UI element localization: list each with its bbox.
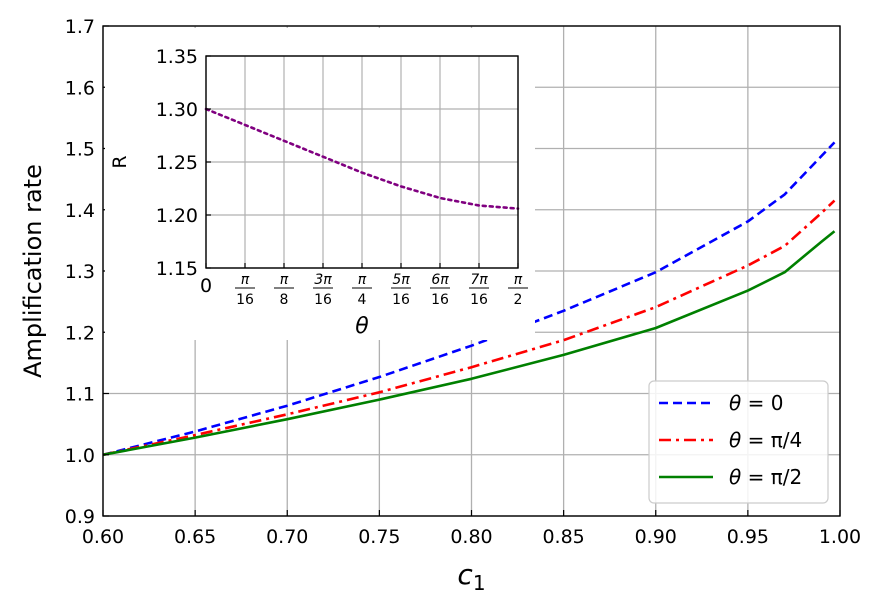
legend-label-part: = 0: [741, 391, 783, 415]
x-tick-label: 0.70: [266, 526, 308, 548]
inset-x-axis-label: θ: [355, 314, 369, 339]
inset-y-tick-label: 1.25: [156, 152, 198, 174]
inset-y-tick-label: 1.35: [156, 46, 198, 68]
x-axis-label-sub: 1: [473, 571, 486, 595]
y-tick-label: 1.3: [65, 261, 95, 283]
legend-label-1: θ = π/4: [729, 428, 802, 452]
y-tick-label: 0.9: [65, 506, 95, 528]
inset-x-tick-numerator: 6π: [431, 272, 449, 288]
inset-chart: 1.15 1.20 1.25 1.30 1.35 0 π 16 π 8 3π 16 π 4 5π 16 6π 16…: [105, 28, 535, 340]
y-tick-label: 1.5: [65, 139, 95, 161]
legend-label-2: θ = π/2: [729, 465, 802, 489]
inset-x-tick-denominator: 16: [314, 292, 332, 308]
x-axis-label-base: c: [457, 558, 473, 591]
series-line-2: [102, 230, 836, 457]
x-tick-label: 1.00: [819, 526, 861, 548]
x-tick-label: 0.60: [82, 526, 124, 548]
y-tick-label: 1.0: [65, 445, 95, 467]
legend: θ = 0θ = π/4θ = π/2: [648, 380, 829, 504]
x-tick-label: 0.75: [358, 526, 400, 548]
inset-y-tick-label: 1.30: [156, 99, 198, 121]
legend-box: [648, 380, 829, 504]
series-line-0: [102, 141, 836, 457]
legend-label-0: θ = 0: [729, 391, 783, 415]
x-tick-label: 0.85: [542, 526, 584, 548]
inset-x-tick-denominator: 16: [392, 292, 410, 308]
inset-series-line-0: [204, 107, 520, 210]
x-axis-label: c1: [457, 558, 485, 595]
inset-x-tick-numerator: π: [241, 272, 250, 288]
inset-x-tick-denominator: 4: [358, 292, 367, 308]
inset-y-axis-label: R: [109, 155, 131, 168]
legend-label-part: θ: [729, 465, 741, 489]
x-tick-label: 0.65: [174, 526, 216, 548]
inset-x-tick-denominator: 2: [514, 292, 523, 308]
y-tick-label: 1.6: [65, 77, 95, 99]
inset-x-tick-label: 0: [200, 275, 212, 297]
y-axis-label: Amplification rate: [19, 164, 47, 378]
inset-x-tick-numerator: π: [280, 272, 289, 288]
inset-x-tick-denominator: 8: [280, 292, 289, 308]
inset-x-tick-numerator: 5π: [392, 272, 410, 288]
legend-label-part: = π/2: [741, 465, 802, 489]
y-tick-label: 1.2: [65, 322, 95, 344]
x-tick-label: 0.80: [450, 526, 492, 548]
inset-y-tick-label: 1.15: [156, 258, 198, 280]
inset-x-tick-denominator: 16: [236, 292, 254, 308]
y-tick-label: 1.7: [65, 16, 95, 38]
legend-label-part: θ: [729, 428, 741, 452]
inset-y-tick-label: 1.20: [156, 205, 198, 227]
inset-x-tick-numerator: π: [358, 272, 367, 288]
inset-x-tick-numerator: 7π: [470, 272, 488, 288]
x-tick-label: 0.95: [727, 526, 769, 548]
legend-label-part: = π/4: [741, 428, 802, 452]
inset-x-tick-denominator: 16: [470, 292, 488, 308]
series-line-1: [102, 199, 836, 457]
y-tick-label: 1.1: [65, 384, 95, 406]
x-tick-label: 0.90: [635, 526, 677, 548]
inset-x-tick-numerator: π: [514, 272, 523, 288]
y-tick-label: 1.4: [65, 200, 95, 222]
legend-label-part: θ: [729, 391, 741, 415]
inset-x-tick-denominator: 16: [431, 292, 449, 308]
inset-x-tick-numerator: 3π: [314, 272, 332, 288]
